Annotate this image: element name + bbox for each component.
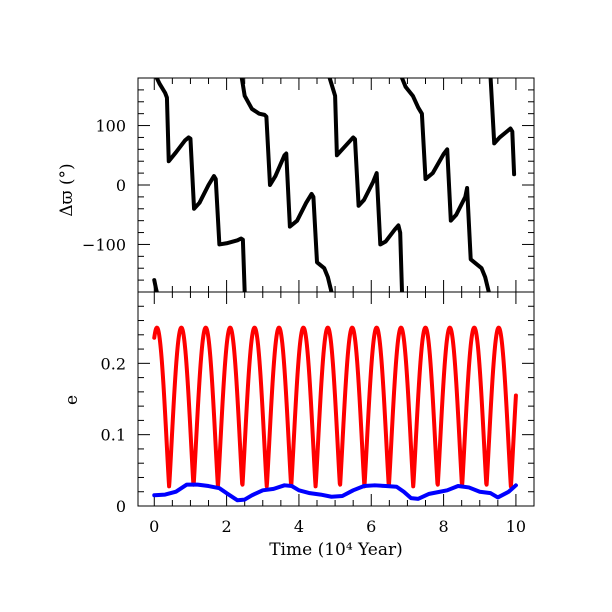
bottom-panel: 0 0.1 0.2 0 2 4 6 8 10 e Time (10⁴ Year): [62, 291, 535, 560]
bottom-xtick-label: 2: [222, 517, 232, 536]
bottom-panel-frame: [137, 291, 535, 507]
top-series: [152, 78, 517, 292]
bottom-xtick-label: 0: [149, 517, 159, 536]
bottom-series-line-1: [152, 482, 518, 503]
top-ylabel: Δϖ (°): [57, 163, 77, 216]
top-tick-marks: [138, 77, 534, 293]
bottom-xtick-labels: 0 2 4 6 8 10: [149, 517, 526, 536]
bottom-xtick-label: 4: [294, 517, 304, 536]
bottom-ytick-label: 0.2: [101, 354, 126, 373]
bottom-ylabel: e: [62, 395, 82, 405]
bottom-ytick-label: 0: [116, 497, 126, 516]
top-ytick-labels: −100 0 100: [82, 117, 126, 255]
top-series-line-0: [152, 78, 517, 292]
bottom-xtick-label: 8: [438, 517, 448, 536]
top-ytick-label: 100: [95, 117, 126, 136]
top-ytick-label: 0: [116, 176, 126, 195]
bottom-ytick-label: 0.1: [101, 426, 126, 445]
bottom-xtick-label: 10: [506, 517, 526, 536]
bottom-ytick-labels: 0 0.1 0.2: [101, 354, 126, 516]
top-ytick-label: −100: [82, 235, 126, 254]
bottom-xlabel: Time (10⁴ Year): [269, 540, 403, 560]
bottom-series-line-0: [152, 325, 518, 489]
bottom-series: [152, 325, 518, 503]
bottom-xtick-label: 6: [366, 517, 376, 536]
top-panel: −100 0 100 Δϖ (°): [57, 77, 535, 293]
